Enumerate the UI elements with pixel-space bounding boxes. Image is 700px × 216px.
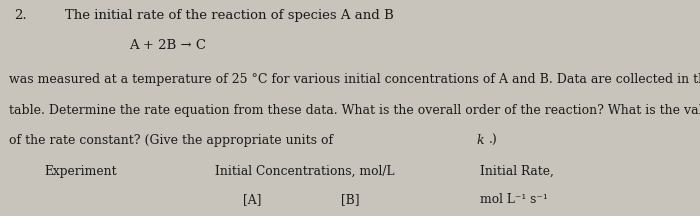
Text: Experiment: Experiment: [44, 165, 117, 178]
Text: .): .): [489, 134, 498, 147]
Text: A + 2B → C: A + 2B → C: [130, 39, 206, 52]
Text: was measured at a temperature of 25 °C for various initial concentrations of A a: was measured at a temperature of 25 °C f…: [9, 73, 700, 86]
Text: Initial Concentrations, mol/L: Initial Concentrations, mol/L: [215, 165, 394, 178]
Text: The initial rate of the reaction of species A and B: The initial rate of the reaction of spec…: [65, 9, 394, 22]
Text: Initial Rate,: Initial Rate,: [480, 165, 554, 178]
Text: 2.: 2.: [14, 9, 27, 22]
Text: k: k: [477, 134, 484, 147]
Text: of the rate constant? (Give the appropriate units of: of the rate constant? (Give the appropri…: [9, 134, 337, 147]
Text: [A]: [A]: [243, 193, 261, 206]
Text: [B]: [B]: [341, 193, 359, 206]
Text: table. Determine the rate equation from these data. What is the overall order of: table. Determine the rate equation from …: [9, 104, 700, 117]
Text: mol L⁻¹ s⁻¹: mol L⁻¹ s⁻¹: [480, 193, 547, 206]
